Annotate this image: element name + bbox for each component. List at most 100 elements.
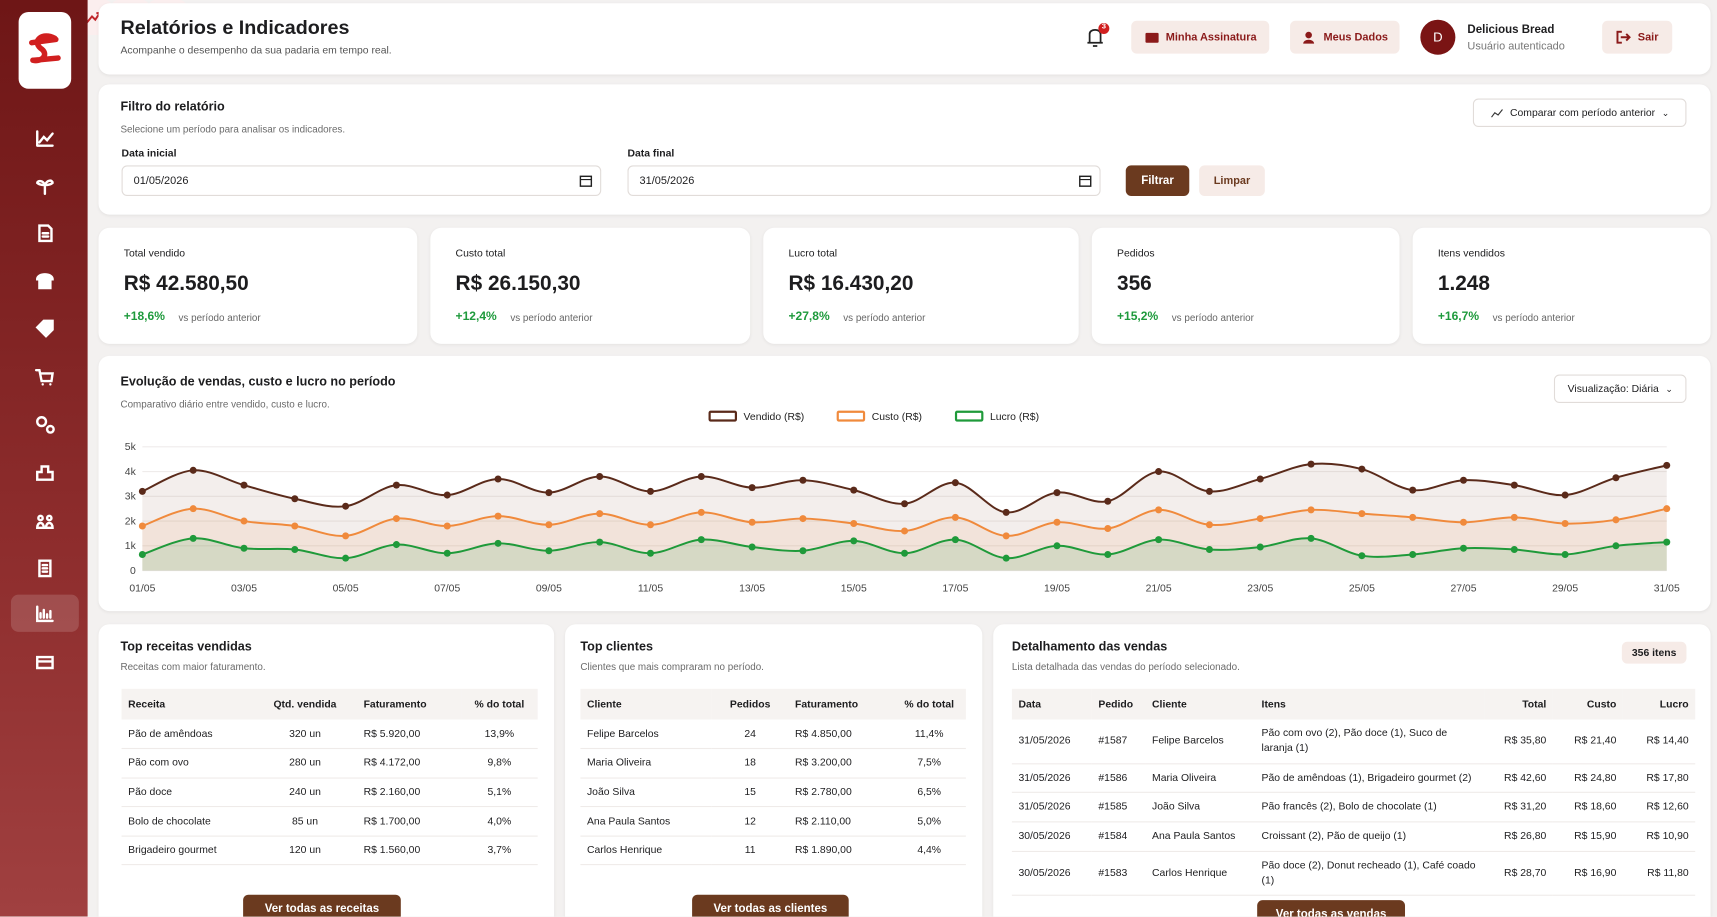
- point: [748, 518, 756, 526]
- sales-button[interactable]: Ver todas as vendas: [1257, 900, 1406, 917]
- table-row: Bolo de chocolate 85 un R$ 1.700,00 4,0%: [121, 806, 538, 837]
- recipes-button[interactable]: Ver todas as receitas: [243, 894, 401, 917]
- calendar-icon[interactable]: [579, 174, 593, 187]
- clear-button[interactable]: Limpar: [1199, 165, 1265, 197]
- legend-label: Vendido (R$): [744, 412, 805, 423]
- avatar[interactable]: D: [1420, 19, 1456, 55]
- compare-select[interactable]: Comparar com período anterior ⌄: [1472, 98, 1687, 128]
- table-row: Ana Paula Santos 12 R$ 2.110,00 5,0%: [580, 806, 966, 837]
- cell: 31/05/2026: [1011, 763, 1092, 794]
- x-tick-label: 23/05: [1247, 583, 1273, 594]
- point: [1307, 506, 1315, 514]
- filter-button[interactable]: Filtrar: [1125, 165, 1190, 197]
- nav-icon: [38, 559, 52, 578]
- point: [951, 513, 959, 521]
- cell: R$ 14,40: [1622, 719, 1696, 764]
- icon: [1302, 31, 1314, 44]
- point: [1155, 506, 1163, 514]
- kpi-card: [98, 227, 418, 344]
- cell: Bolo de chocolate: [121, 806, 253, 837]
- point: [443, 491, 451, 499]
- point: [545, 489, 553, 497]
- point: [901, 500, 909, 508]
- cell: 9,8%: [461, 748, 538, 779]
- sales-count: 356 itens: [1621, 641, 1687, 664]
- end-date[interactable]: 31/05/2026: [627, 165, 1101, 197]
- point: [1104, 497, 1112, 505]
- point: [1104, 524, 1112, 532]
- point: [1409, 513, 1417, 521]
- column-header: % do total: [461, 688, 538, 720]
- x-tick-label: 25/05: [1349, 583, 1375, 594]
- legend-swatch: [954, 410, 984, 422]
- table-row: Brigadeiro gourmet 120 un R$ 1.560,00 3,7%: [121, 835, 538, 866]
- cell: 31/05/2026: [1011, 792, 1092, 823]
- point: [1409, 486, 1417, 494]
- end-label: Data final: [627, 147, 675, 160]
- point: [1205, 521, 1213, 529]
- column-header: Custo: [1552, 688, 1623, 720]
- label: Visualização: Diária: [1567, 382, 1659, 395]
- calendar-icon[interactable]: [1079, 174, 1092, 187]
- cell: 4,4%: [892, 835, 966, 866]
- table-row: 31/05/2026 #1587 Felipe Barcelos Pão com ov…: [1011, 719, 1696, 764]
- logo[interactable]: [18, 12, 72, 89]
- clients-subtitle: Clientes que mais compraram no período.: [580, 661, 764, 673]
- nav-icon: [36, 605, 54, 623]
- logout-button[interactable]: Sair: [1602, 20, 1673, 54]
- user-status: Usuário autenticado: [1467, 40, 1565, 53]
- cell: Ana Paula Santos: [1145, 821, 1255, 852]
- clients-button[interactable]: Ver todas as clientes: [692, 894, 849, 917]
- subscription-button[interactable]: Minha Assinatura: [1131, 20, 1270, 54]
- kpi-change: +27,8%: [788, 309, 830, 324]
- point: [138, 550, 146, 558]
- recipes-subtitle: Receitas com maior faturamento.: [120, 661, 266, 673]
- cell: 120 un: [252, 835, 358, 866]
- point: [697, 508, 705, 516]
- point: [443, 549, 451, 557]
- view-select[interactable]: Visualização: Diária ⌄: [1553, 374, 1687, 403]
- cell: Croissant (2), Pão de queijo (1): [1254, 821, 1485, 852]
- point: [342, 502, 350, 510]
- y-tick-label: 5k: [125, 442, 137, 453]
- cell: R$ 10,90: [1622, 821, 1696, 852]
- y-tick-label: 0: [130, 566, 136, 577]
- point: [1510, 513, 1518, 521]
- cell: Pão de amêndoas (1), Brigadeiro gourmet …: [1254, 763, 1485, 794]
- start-label: Data inicial: [121, 147, 177, 160]
- nav-icons: [34, 130, 55, 670]
- point: [392, 541, 400, 549]
- point: [596, 510, 604, 518]
- icon: [1615, 30, 1631, 44]
- cell: R$ 4.850,00: [788, 719, 893, 750]
- point: [545, 547, 553, 555]
- kpi-value: 356: [1117, 272, 1152, 296]
- point: [748, 543, 756, 551]
- bell[interactable]: [1084, 22, 1110, 50]
- point: [1663, 505, 1671, 513]
- area: [142, 508, 1667, 571]
- table-row: Felipe Barcelos 24 R$ 4.850,00 11,4%: [580, 719, 966, 750]
- point: [799, 515, 807, 523]
- kpi-change: +18,6%: [123, 309, 165, 324]
- point: [1002, 508, 1010, 516]
- point: [646, 549, 654, 557]
- point: [901, 549, 909, 557]
- my-data-button[interactable]: Meus Dados: [1290, 20, 1400, 54]
- sales-subtitle: Lista detalhada das vendas do período se…: [1011, 661, 1240, 673]
- cell: R$ 3.200,00: [788, 748, 893, 779]
- y-tick-label: 3k: [125, 492, 137, 503]
- kpi-card: [430, 227, 751, 344]
- column-header: Itens: [1254, 688, 1485, 720]
- table-row: 30/05/2026 #1583 Carlos Henrique Pão doce (…: [1011, 851, 1696, 897]
- notification-count: 3: [1101, 22, 1106, 31]
- column-header: Receita: [121, 688, 253, 720]
- sales-title: Detalhamento das vendas: [1011, 640, 1168, 654]
- legend-swatch: [836, 410, 866, 422]
- nav-icon: [36, 130, 54, 147]
- kpi-label: Itens vendidos: [1437, 247, 1505, 260]
- point: [901, 527, 909, 535]
- start-date[interactable]: 01/05/2026: [121, 165, 602, 197]
- cell: R$ 15,90: [1552, 821, 1623, 852]
- line-chart: 0 1k 2k 3k 4k 5k 01/05 03/05 05/05 07/05 09/05 11/0…: [125, 410, 1680, 594]
